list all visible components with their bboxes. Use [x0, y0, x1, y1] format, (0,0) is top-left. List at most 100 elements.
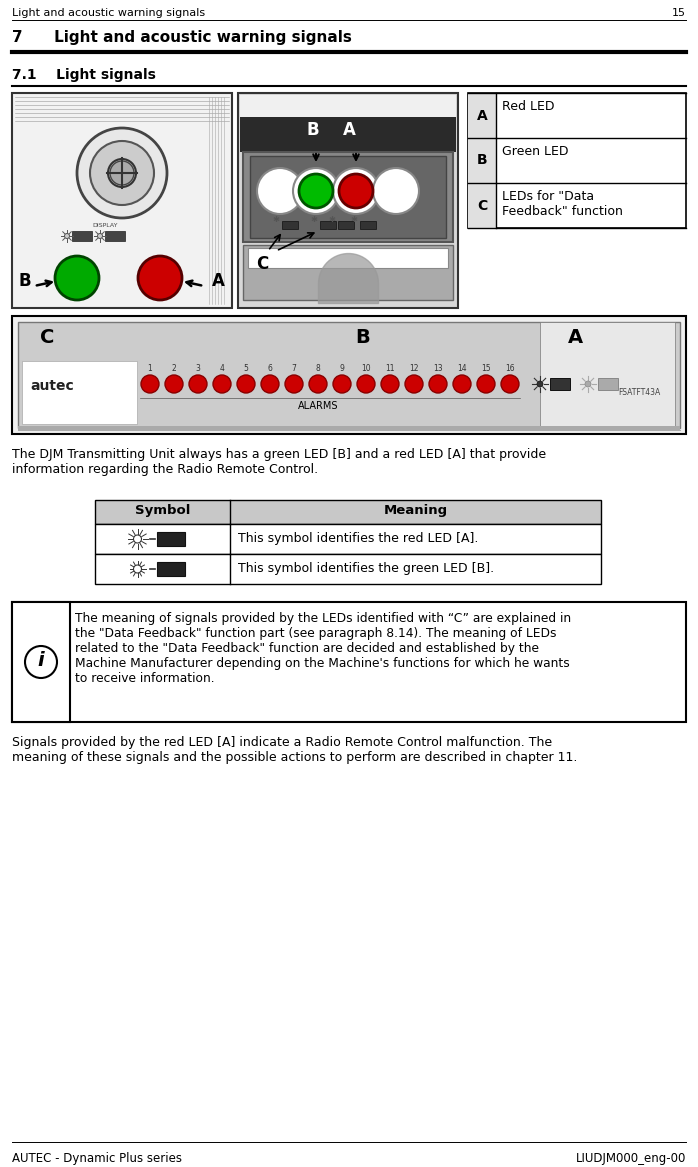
- Circle shape: [110, 161, 134, 186]
- Bar: [320, 221, 336, 229]
- Text: This symbol identifies the green LED [B].: This symbol identifies the green LED [B]…: [238, 562, 494, 575]
- Text: ✱: ✱: [311, 215, 318, 224]
- Circle shape: [405, 375, 423, 393]
- Text: B: B: [477, 154, 487, 168]
- Text: LEDs for "Data
Feedback" function: LEDs for "Data Feedback" function: [502, 190, 623, 218]
- Text: Red LED: Red LED: [502, 100, 554, 113]
- Text: 1: 1: [147, 364, 152, 373]
- Text: 16: 16: [505, 364, 515, 373]
- Circle shape: [537, 380, 543, 387]
- Circle shape: [339, 174, 373, 208]
- Circle shape: [237, 375, 255, 393]
- Circle shape: [453, 375, 471, 393]
- Bar: [240, 95, 456, 117]
- Text: 11: 11: [385, 364, 395, 373]
- Text: Light and acoustic warning signals: Light and acoustic warning signals: [12, 8, 205, 18]
- Text: FSATFT43A: FSATFT43A: [618, 387, 660, 397]
- Bar: [18, 322, 680, 428]
- Text: A: A: [477, 109, 487, 123]
- Bar: [238, 93, 458, 308]
- Text: 7: 7: [292, 364, 297, 373]
- Text: C: C: [40, 328, 54, 347]
- Bar: [250, 156, 446, 238]
- Bar: [95, 499, 601, 524]
- Circle shape: [55, 256, 99, 300]
- Text: ALARMS: ALARMS: [298, 401, 339, 411]
- Text: AUTEC - Dynamic Plus series: AUTEC - Dynamic Plus series: [12, 1152, 182, 1165]
- Text: 10: 10: [361, 364, 371, 373]
- Text: The DJM Transmitting Unit always has a green LED [B] and a red LED [A] that prov: The DJM Transmitting Unit always has a g…: [12, 448, 546, 476]
- Bar: [550, 378, 570, 390]
- Circle shape: [285, 375, 303, 393]
- Circle shape: [257, 168, 303, 214]
- Circle shape: [25, 647, 57, 678]
- Circle shape: [133, 534, 142, 543]
- Text: ✱: ✱: [272, 215, 279, 224]
- Text: This symbol identifies the red LED [A].: This symbol identifies the red LED [A].: [238, 532, 478, 545]
- Bar: [598, 378, 618, 390]
- Circle shape: [141, 375, 159, 393]
- Circle shape: [77, 128, 167, 218]
- Circle shape: [138, 256, 182, 300]
- Bar: [22, 361, 137, 424]
- Text: Meaning: Meaning: [383, 504, 447, 517]
- Text: A: A: [212, 272, 225, 291]
- Bar: [156, 562, 184, 576]
- Text: 12: 12: [409, 364, 419, 373]
- Text: 9: 9: [339, 364, 344, 373]
- Bar: [540, 322, 675, 428]
- Text: 2: 2: [172, 364, 177, 373]
- Text: 6: 6: [267, 364, 272, 373]
- Text: i: i: [38, 650, 44, 670]
- Bar: [243, 152, 453, 242]
- Bar: [12, 602, 70, 722]
- Text: 15: 15: [481, 364, 491, 373]
- Circle shape: [165, 375, 183, 393]
- Bar: [248, 249, 448, 268]
- Circle shape: [357, 375, 375, 393]
- Text: 15: 15: [672, 8, 686, 18]
- Bar: [95, 554, 601, 584]
- Bar: [72, 231, 92, 242]
- Text: 8: 8: [315, 364, 320, 373]
- Bar: [360, 221, 376, 229]
- Circle shape: [429, 375, 447, 393]
- Text: LIUDJM000_eng-00: LIUDJM000_eng-00: [576, 1152, 686, 1165]
- Text: ✱: ✱: [329, 215, 336, 224]
- Bar: [468, 93, 496, 138]
- Text: C: C: [256, 256, 268, 273]
- Text: 4: 4: [220, 364, 225, 373]
- Text: 13: 13: [433, 364, 443, 373]
- Text: A: A: [343, 121, 356, 139]
- Text: 7      Light and acoustic warning signals: 7 Light and acoustic warning signals: [12, 30, 352, 46]
- Text: DISPLAY: DISPLAY: [92, 223, 117, 228]
- Text: 14: 14: [457, 364, 467, 373]
- Bar: [240, 117, 456, 152]
- Circle shape: [189, 375, 207, 393]
- Bar: [12, 93, 232, 308]
- Text: The meaning of signals provided by the LEDs identified with “C” are explained in: The meaning of signals provided by the L…: [75, 612, 571, 685]
- Text: 5: 5: [244, 364, 248, 373]
- Circle shape: [381, 375, 399, 393]
- Text: ✱: ✱: [350, 215, 357, 224]
- Bar: [338, 221, 354, 229]
- Bar: [105, 231, 125, 242]
- Circle shape: [299, 174, 333, 208]
- Text: C: C: [477, 198, 487, 212]
- Bar: [282, 221, 298, 229]
- Text: B: B: [18, 272, 31, 291]
- Text: Signals provided by the red LED [A] indicate a Radio Remote Control malfunction.: Signals provided by the red LED [A] indi…: [12, 736, 577, 764]
- Bar: [12, 602, 686, 722]
- Text: B: B: [306, 121, 318, 139]
- Bar: [156, 532, 184, 546]
- Bar: [468, 183, 496, 228]
- Circle shape: [477, 375, 495, 393]
- Circle shape: [333, 375, 351, 393]
- Bar: [243, 245, 453, 300]
- Circle shape: [64, 233, 70, 238]
- Circle shape: [90, 141, 154, 205]
- Circle shape: [293, 168, 339, 214]
- Text: 7.1    Light signals: 7.1 Light signals: [12, 68, 156, 82]
- Text: Symbol: Symbol: [135, 504, 190, 517]
- Circle shape: [501, 375, 519, 393]
